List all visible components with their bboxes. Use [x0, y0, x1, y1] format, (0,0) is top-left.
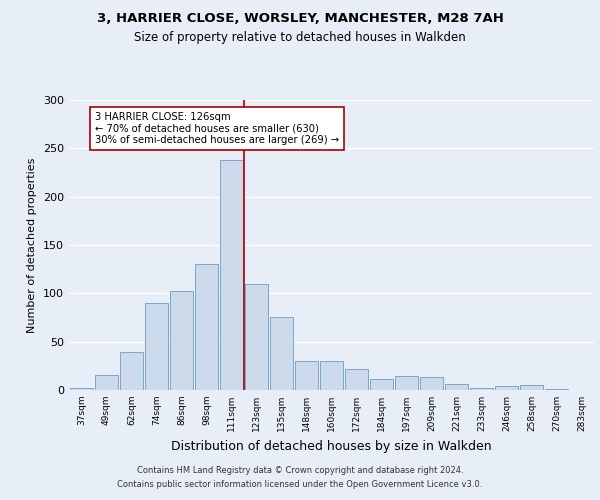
Text: Contains HM Land Registry data © Crown copyright and database right 2024.: Contains HM Land Registry data © Crown c… [137, 466, 463, 475]
Bar [195, 264, 218, 390]
Bar [245, 284, 268, 390]
Bar [345, 368, 368, 390]
Bar [270, 316, 293, 390]
Bar [120, 352, 143, 390]
Bar [420, 378, 443, 390]
Text: Size of property relative to detached houses in Walkden: Size of property relative to detached ho… [134, 31, 466, 44]
Bar [495, 386, 518, 390]
Bar [445, 384, 468, 390]
Bar [370, 380, 393, 390]
Bar [520, 385, 543, 390]
Bar [395, 376, 418, 390]
Bar [545, 389, 568, 390]
Bar [70, 388, 93, 390]
Text: 3 HARRIER CLOSE: 126sqm
← 70% of detached houses are smaller (630)
30% of semi-d: 3 HARRIER CLOSE: 126sqm ← 70% of detache… [95, 112, 340, 145]
Bar [220, 160, 243, 390]
Text: Contains public sector information licensed under the Open Government Licence v3: Contains public sector information licen… [118, 480, 482, 489]
Bar [470, 388, 493, 390]
Bar [145, 303, 168, 390]
Bar [170, 292, 193, 390]
Bar [95, 374, 118, 390]
Y-axis label: Number of detached properties: Number of detached properties [28, 158, 37, 332]
Bar [320, 361, 343, 390]
X-axis label: Distribution of detached houses by size in Walkden: Distribution of detached houses by size … [171, 440, 492, 452]
Text: 3, HARRIER CLOSE, WORSLEY, MANCHESTER, M28 7AH: 3, HARRIER CLOSE, WORSLEY, MANCHESTER, M… [97, 12, 503, 26]
Bar [295, 361, 318, 390]
